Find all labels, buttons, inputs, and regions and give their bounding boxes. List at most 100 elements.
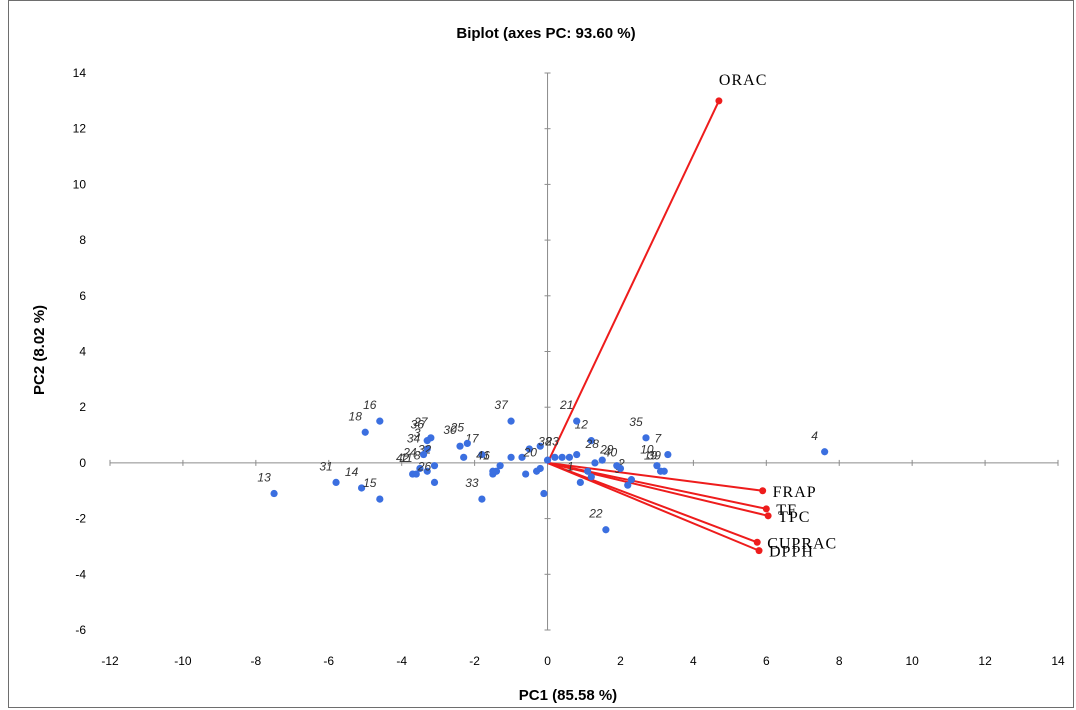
- observation-label: 42: [396, 451, 410, 465]
- observation-label: 36: [411, 418, 425, 432]
- observation-point: [522, 470, 530, 478]
- observation-label: 31: [319, 459, 332, 473]
- vector-label: ORAC: [719, 72, 767, 89]
- observation-point: [624, 481, 632, 489]
- observation-point: [598, 456, 606, 464]
- observation-point: [478, 450, 486, 459]
- observation-point: [478, 495, 486, 503]
- observation-point: [460, 453, 468, 461]
- observation-point: [270, 489, 278, 498]
- y-tick-label: 12: [73, 122, 87, 136]
- observation-point: [332, 478, 340, 486]
- observation-point: [558, 453, 566, 461]
- vector-endpoint: [715, 97, 723, 105]
- x-tick-label: 8: [836, 654, 843, 668]
- observation-label: 21: [559, 398, 573, 412]
- observation-point: [573, 417, 581, 425]
- x-tick-label: -10: [174, 654, 192, 668]
- observation-label: 20: [523, 445, 538, 459]
- observation-point: [489, 467, 497, 475]
- y-tick-label: 6: [79, 289, 86, 303]
- observation-label: 27: [413, 415, 429, 429]
- observation-label: 15: [363, 476, 377, 490]
- vector-line: [547, 461, 760, 552]
- vector-endpoint: [753, 538, 761, 546]
- observation-label: 41: [476, 448, 489, 462]
- observation-label: 14: [345, 465, 359, 479]
- observation-label: 7: [655, 432, 663, 446]
- observation-points: 1234678910111213141516171819202122232425…: [257, 398, 829, 534]
- x-tick-label: 14: [1051, 654, 1065, 668]
- observation-point: [587, 473, 595, 481]
- observation-point: [525, 445, 533, 453]
- observation-point: [416, 464, 424, 473]
- vector-label: FRAP: [773, 484, 817, 501]
- observation-point: [551, 453, 559, 461]
- vector-line: [547, 461, 763, 492]
- observation-label: 16: [363, 398, 377, 412]
- observation-label: 4: [811, 429, 818, 443]
- observation-point: [409, 470, 417, 478]
- observation-point: [653, 462, 661, 470]
- vector-endpoint: [759, 487, 767, 495]
- observation-label: 26: [417, 459, 432, 473]
- observation-label: 23: [544, 434, 559, 448]
- observation-point: [361, 428, 369, 436]
- observation-label: 38: [538, 434, 552, 448]
- x-axis-title: PC1 (85.58 %): [519, 687, 617, 704]
- observation-point: [430, 478, 439, 486]
- x-tick-label: 4: [690, 654, 697, 668]
- x-tick-label: 2: [617, 654, 624, 668]
- observation-label: 11: [400, 451, 412, 465]
- observation-label: 34: [407, 432, 421, 446]
- x-tick-label: 12: [978, 654, 992, 668]
- observation-point: [463, 439, 471, 448]
- y-tick-label: 8: [79, 233, 86, 247]
- observation-point: [642, 434, 650, 442]
- axes: -12 -10 -8 -6 -4 -2 0 2 4 6 8 10 12 14-6-4-2024681012…: [73, 66, 1065, 668]
- vector-line: [547, 461, 758, 544]
- observation-point: [536, 464, 544, 473]
- chart-title: Biplot (axes PC: 93.60 %): [456, 25, 635, 42]
- observation-point: [565, 453, 574, 461]
- vector-label: TPC: [778, 509, 810, 526]
- observation-point: [576, 478, 584, 486]
- observation-point: [507, 453, 515, 461]
- observation-label: 22: [588, 507, 603, 521]
- x-tick-label: 6: [763, 654, 770, 668]
- observation-label: 19: [644, 448, 658, 462]
- x-tick-label: 10: [905, 654, 919, 668]
- vector-line: [546, 100, 720, 464]
- x-tick-label: -6: [323, 654, 334, 668]
- observation-label: 18: [349, 409, 363, 423]
- y-tick-label: -2: [75, 512, 86, 526]
- y-tick-label: -4: [75, 567, 86, 581]
- observation-point: [430, 462, 439, 470]
- chart-frame: [8, 0, 1074, 708]
- y-tick-label: 2: [79, 400, 86, 414]
- observation-point: [376, 495, 384, 503]
- observation-label: 37: [494, 398, 509, 412]
- observation-point: [821, 448, 829, 456]
- x-tick-label: -2: [469, 654, 480, 668]
- observation-point: [627, 476, 636, 484]
- observation-label: 2: [617, 457, 625, 471]
- y-tick-label: 4: [79, 345, 86, 359]
- observation-label: 24: [402, 445, 417, 459]
- observation-label: 29: [599, 443, 614, 457]
- observation-label: 8: [414, 448, 421, 462]
- y-tick-label: -6: [75, 623, 86, 637]
- observation-point: [419, 450, 428, 459]
- observation-point: [587, 437, 595, 445]
- vector-endpoint: [764, 512, 772, 520]
- observation-point: [573, 450, 581, 459]
- observation-point: [584, 467, 592, 475]
- x-tick-label: -12: [101, 654, 119, 668]
- observation-label: 25: [450, 420, 465, 434]
- x-tick-label: 0: [544, 654, 551, 668]
- observation-point: [456, 442, 464, 450]
- observation-label: 35: [629, 415, 643, 429]
- y-tick-label: 10: [73, 177, 87, 191]
- observation-label: 28: [585, 437, 600, 451]
